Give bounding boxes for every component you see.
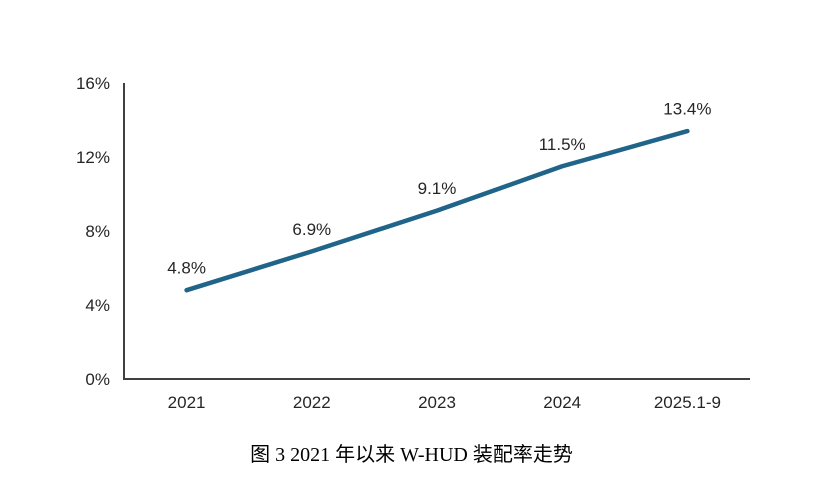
x-tick-label: 2022: [293, 393, 331, 412]
x-tick-label: 2023: [418, 393, 456, 412]
data-label: 4.8%: [167, 259, 206, 278]
trend-line: [184, 128, 690, 293]
y-tick-label: 4%: [85, 296, 110, 315]
data-label: 11.5%: [539, 135, 586, 154]
whud-line-chart: 0% 4% 8% 12% 16% 2021 2022 2023 2024 2025.1-9 4.8%…: [76, 74, 750, 412]
y-tick-label: 0%: [85, 370, 110, 389]
chart-caption: 图 3 2021 年以来 W-HUD 装配率走势: [250, 444, 573, 466]
data-label: 9.1%: [418, 179, 457, 198]
x-tick-label: 2025.1-9: [654, 393, 721, 412]
y-tick-label: 12%: [76, 148, 110, 167]
x-tick-label: 2024: [543, 393, 581, 412]
data-label: 6.9%: [292, 220, 331, 239]
x-tick-label: 2021: [168, 393, 206, 412]
data-label: 13.4%: [663, 100, 711, 119]
y-tick-label: 16%: [76, 74, 110, 93]
y-tick-label: 8%: [85, 222, 110, 241]
